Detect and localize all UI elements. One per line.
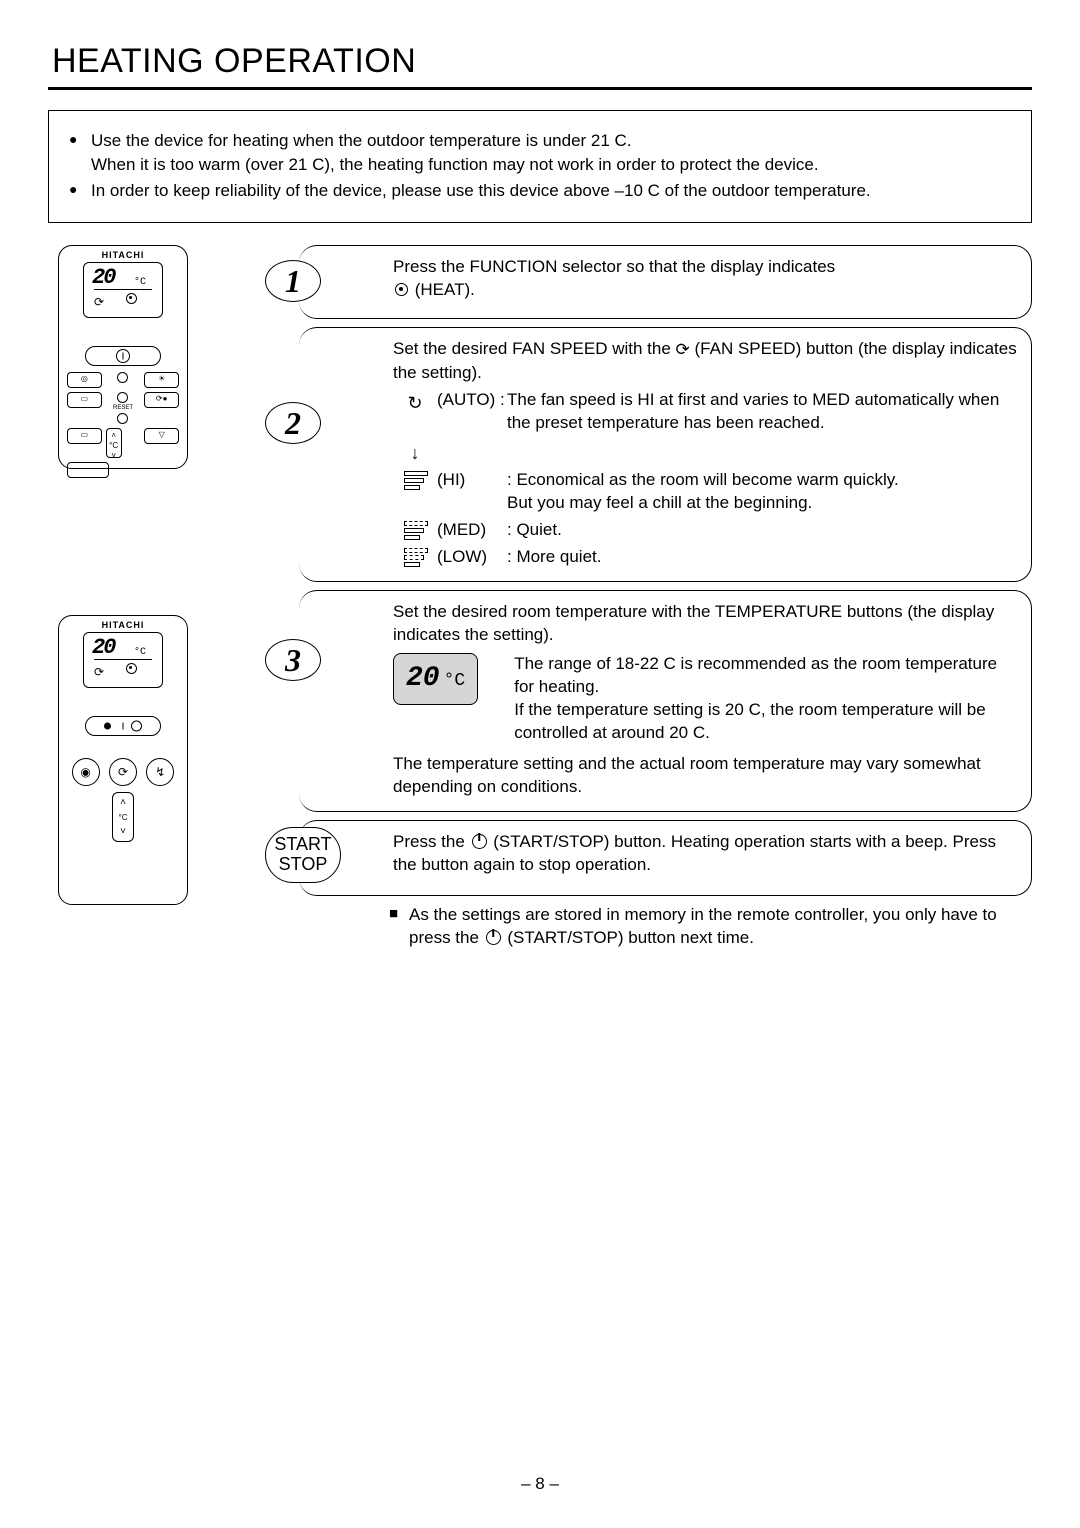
temp-updown-button: ˄°C˅ (106, 428, 122, 458)
remote-illustration-2: HITACHI 20 °C ⟳ ◉ ⟳ ↯ ˄°C˅ (58, 615, 188, 905)
step-4: START STOP Press the (START/STOP) button… (299, 820, 1032, 896)
step3-intro: Set the desired room temperature with th… (393, 601, 1017, 647)
fanspeed-icon: ⟳ (676, 339, 690, 362)
remote-lcd: 20 °C ⟳ (83, 632, 163, 688)
fan-auto-desc: The fan speed is HI at first and varies … (507, 389, 1017, 435)
page-number: – 8 – (0, 1474, 1080, 1494)
note-text: When it is too warm (over 21 C), the hea… (91, 155, 819, 174)
temp-updown-button: ˄°C˅ (112, 792, 134, 842)
lcd-heat-icon (126, 663, 137, 674)
reset-label: RESET (113, 405, 133, 411)
lcd-heat-icon (126, 293, 137, 304)
memory-note-text: (START/STOP) button next time. (503, 928, 754, 947)
remote-button: ▭ (67, 428, 102, 444)
auto-icon: ↻ (407, 391, 422, 415)
lcd-fan-icon: ⟳ (94, 295, 104, 310)
temp-display-value: 20 (406, 663, 440, 694)
fan-med-icon (404, 521, 426, 540)
remote-button (67, 462, 109, 478)
reset-button (117, 413, 128, 424)
power-icon (486, 930, 501, 945)
fanspeed-button: ⟳ (109, 758, 137, 786)
lcd-unit: °C (134, 647, 146, 658)
heat-icon (395, 283, 408, 296)
fan-auto-label: (AUTO) : (437, 389, 507, 435)
airflow-button: ↯ (146, 758, 174, 786)
remote-button: ☀ (144, 372, 179, 388)
start-label: START (274, 835, 331, 855)
usage-note-box: Use the device for heating when the outd… (48, 110, 1032, 223)
startstop-button (85, 346, 161, 366)
remote-button: ▭ (67, 392, 102, 408)
fan-hi-label: (HI) (437, 469, 507, 515)
function-button: ◉ (72, 758, 100, 786)
note-item: In order to keep reliability of the devi… (69, 179, 1011, 203)
lcd-digits: 20 (92, 635, 114, 660)
temp-display-unit: °C (444, 671, 466, 691)
step-1: 1 Press the FUNCTION selector so that th… (299, 245, 1032, 319)
note-text: In order to keep reliability of the devi… (91, 181, 871, 200)
step-number-1: 1 (265, 260, 321, 302)
steps-column: 1 Press the FUNCTION selector so that th… (299, 245, 1032, 949)
title-rule (48, 87, 1032, 90)
arrow-down-icon: ↓ (393, 439, 437, 465)
step-2: 2 Set the desired FAN SPEED with the ⟳ (… (299, 327, 1032, 582)
step-number-3: 3 (265, 639, 321, 681)
step3-range-b: If the temperature setting is 20 C, the … (514, 699, 1017, 745)
remote-brand: HITACHI (59, 620, 187, 630)
lcd-fan-icon: ⟳ (94, 665, 104, 680)
fan-low-label: (LOW) (437, 546, 507, 569)
startstop-button (85, 716, 161, 736)
step3-range-a: The range of 18-22 C is recommended as t… (514, 653, 1017, 699)
remote-illustration-1: HITACHI 20 °C ⟳ ◎ ☀ ▭ RESET (58, 245, 188, 469)
fan-hi-icon (404, 471, 426, 490)
fan-hi-desc: : Economical as the room will become war… (507, 470, 899, 489)
step4-text: Press the (393, 832, 470, 851)
lcd-digits: 20 (92, 265, 114, 290)
memory-note: As the settings are stored in memory in … (299, 904, 1032, 950)
step-3: 3 Set the desired room temperature with … (299, 590, 1032, 812)
step1-text: Press the FUNCTION selector so that the … (393, 257, 835, 276)
remote-button: ⟳● (144, 392, 179, 408)
note-text: Use the device for heating when the outd… (91, 131, 632, 150)
remote-button: ◎ (67, 372, 102, 388)
step2-text: Set the desired FAN SPEED with the (393, 339, 676, 358)
lcd-unit: °C (134, 277, 146, 288)
power-icon (472, 834, 487, 849)
clock-icon (117, 392, 128, 403)
step1-text: (HEAT). (415, 280, 475, 299)
fan-med-desc: : Quiet. (507, 519, 1017, 542)
page-title: HEATING OPERATION (52, 42, 1032, 81)
note-item: Use the device for heating when the outd… (69, 129, 1011, 177)
remote-lcd: 20 °C ⟳ (83, 262, 163, 318)
temperature-display: 20°C (393, 653, 478, 705)
remote-button: ▽ (144, 428, 179, 444)
fan-hi-desc: But you may feel a chill at the beginnin… (507, 493, 812, 512)
step-number-2: 2 (265, 402, 321, 444)
fan-med-label: (MED) (437, 519, 507, 542)
remote-indicator (117, 372, 128, 383)
remote-brand: HITACHI (59, 250, 187, 260)
fan-low-icon (404, 548, 426, 567)
step3-outro: The temperature setting and the actual r… (393, 753, 1017, 799)
start-stop-label: START STOP (265, 827, 341, 883)
fan-low-desc: : More quiet. (507, 546, 1017, 569)
stop-label: STOP (279, 855, 328, 875)
